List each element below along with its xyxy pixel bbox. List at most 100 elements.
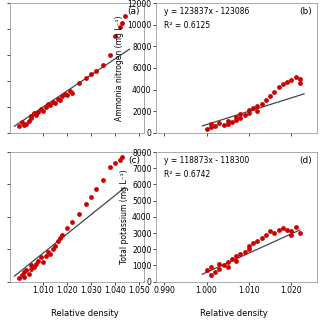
Point — [28, 263, 34, 268]
Point — [284, 227, 290, 232]
Point — [21, 122, 27, 127]
Point — [263, 232, 268, 237]
Point — [41, 260, 46, 265]
Point — [276, 85, 281, 90]
Point — [108, 164, 113, 169]
Point — [229, 256, 235, 261]
Text: R² = 0.6742: R² = 0.6742 — [164, 170, 210, 179]
Point — [242, 250, 247, 255]
Point — [217, 266, 222, 271]
Point — [108, 52, 113, 58]
Text: R² = 0.6125: R² = 0.6125 — [164, 21, 210, 30]
Point — [204, 127, 209, 132]
Point — [38, 107, 43, 112]
Point — [21, 274, 27, 279]
Point — [84, 201, 89, 206]
Point — [26, 118, 31, 124]
Point — [284, 79, 290, 84]
Point — [52, 244, 58, 249]
Point — [255, 103, 260, 108]
Point — [280, 226, 285, 231]
Point — [113, 33, 118, 38]
Point — [76, 211, 82, 216]
Point — [208, 122, 213, 127]
Point — [55, 239, 60, 244]
Point — [238, 252, 243, 257]
Point — [28, 113, 34, 118]
Point — [31, 264, 36, 269]
Text: Relative density: Relative density — [51, 309, 119, 318]
Point — [117, 24, 123, 29]
Point — [255, 108, 260, 114]
Point — [36, 109, 41, 115]
Point — [33, 261, 38, 266]
Point — [76, 81, 82, 86]
Text: (a): (a) — [127, 7, 140, 16]
Point — [289, 232, 294, 237]
Point — [31, 111, 36, 116]
Point — [204, 268, 209, 273]
Text: y = 123837x - 123086: y = 123837x - 123086 — [164, 7, 249, 16]
Point — [246, 244, 252, 249]
Point — [268, 229, 273, 234]
Point — [50, 247, 55, 252]
Text: (b): (b) — [299, 7, 312, 16]
Point — [24, 268, 29, 273]
Point — [212, 269, 218, 275]
Point — [212, 124, 218, 129]
Point — [57, 235, 62, 240]
Point — [297, 81, 302, 86]
Text: y = 118873x - 118300: y = 118873x - 118300 — [164, 156, 249, 165]
Point — [259, 101, 264, 106]
Point — [48, 103, 53, 108]
Point — [208, 273, 213, 278]
Point — [293, 224, 298, 229]
Point — [221, 123, 226, 128]
Point — [62, 91, 67, 96]
Point — [100, 63, 106, 68]
Point — [234, 117, 239, 122]
Point — [24, 121, 29, 126]
Point — [60, 94, 65, 99]
Point — [238, 115, 243, 120]
Point — [225, 264, 230, 269]
Point — [251, 105, 256, 110]
Point — [84, 76, 89, 81]
Point — [45, 102, 51, 107]
Point — [17, 124, 22, 129]
Text: Relative density: Relative density — [200, 309, 268, 318]
Point — [229, 119, 235, 124]
Point — [242, 113, 247, 118]
Point — [246, 247, 252, 252]
Point — [38, 255, 43, 260]
Point — [272, 230, 277, 236]
Point — [293, 74, 298, 79]
Point — [221, 263, 226, 268]
Point — [28, 266, 34, 271]
Point — [57, 98, 62, 103]
Point — [21, 269, 27, 275]
Point — [93, 187, 99, 192]
Point — [43, 104, 48, 109]
Point — [217, 120, 222, 125]
Point — [297, 76, 302, 81]
Point — [234, 253, 239, 258]
Point — [238, 112, 243, 117]
Point — [19, 120, 24, 125]
Point — [120, 155, 125, 160]
Point — [234, 258, 239, 263]
Point — [93, 68, 99, 73]
Point — [41, 108, 46, 113]
Point — [36, 258, 41, 263]
Point — [50, 99, 55, 104]
Point — [117, 158, 123, 163]
Point — [225, 118, 230, 124]
Point — [89, 72, 94, 77]
Point — [43, 253, 48, 258]
Point — [263, 98, 268, 103]
Text: (d): (d) — [299, 156, 312, 165]
Point — [259, 235, 264, 240]
Point — [17, 276, 22, 281]
Point — [289, 229, 294, 234]
Point — [89, 195, 94, 200]
